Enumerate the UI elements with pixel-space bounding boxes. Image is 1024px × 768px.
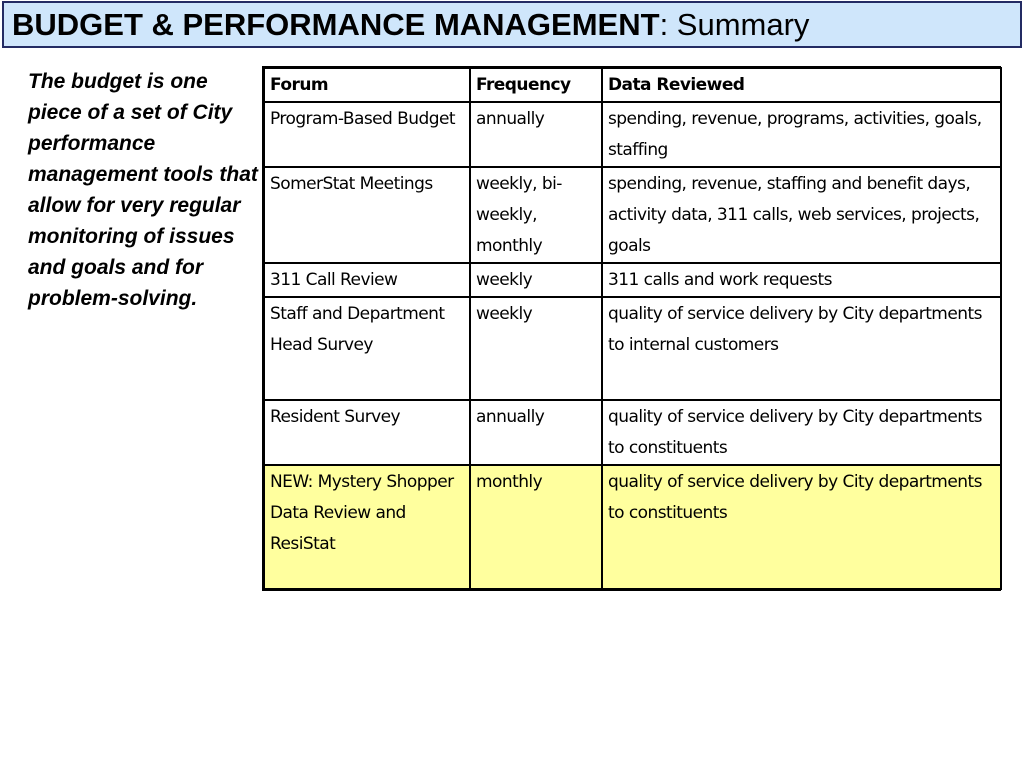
table-row-highlighted: NEW: Mystery Shopper Data Review and Res… <box>263 464 1002 590</box>
summary-table: Forum Frequency Data Reviewed Program-Ba… <box>263 67 1002 590</box>
cell-forum: SomerStat Meetings <box>263 166 471 264</box>
cell-forum: 311 Call Review <box>263 262 471 298</box>
cell-forum: Program-Based Budget <box>263 101 471 168</box>
table-header-row: Forum Frequency Data Reviewed <box>263 67 1002 103</box>
cell-frequency: annually <box>469 101 603 168</box>
cell-frequency: monthly <box>469 464 603 590</box>
table-row: Resident Survey annually quality of serv… <box>263 399 1002 466</box>
table-row: SomerStat Meetings weekly, bi-weekly, mo… <box>263 166 1002 264</box>
table-row: 311 Call Review weekly 311 calls and wor… <box>263 262 1002 298</box>
title-normal: : Summary <box>659 7 810 42</box>
cell-forum: Staff and Department Head Survey <box>263 296 471 401</box>
cell-data-reviewed: spending, revenue, programs, activities,… <box>601 101 1002 168</box>
cell-forum: Resident Survey <box>263 399 471 466</box>
header-data-reviewed: Data Reviewed <box>601 67 1002 103</box>
cell-frequency: annually <box>469 399 603 466</box>
cell-data-reviewed: quality of service delivery by City depa… <box>601 296 1002 401</box>
table-row: Program-Based Budget annually spending, … <box>263 101 1002 168</box>
cell-data-reviewed: quality of service delivery by City depa… <box>601 464 1002 590</box>
cell-data-reviewed: quality of service delivery by City depa… <box>601 399 1002 466</box>
table-row: Staff and Department Head Survey weekly … <box>263 296 1002 401</box>
cell-frequency: weekly <box>469 262 603 298</box>
cell-frequency: weekly <box>469 296 603 401</box>
header-frequency: Frequency <box>469 67 603 103</box>
side-description: The budget is one piece of a set of City… <box>28 70 258 310</box>
cell-data-reviewed: 311 calls and work requests <box>601 262 1002 298</box>
title-bold: BUDGET & PERFORMANCE MANAGEMENT <box>12 7 660 42</box>
cell-frequency: weekly, bi-weekly, monthly <box>469 166 603 264</box>
cell-forum: NEW: Mystery Shopper Data Review and Res… <box>263 464 471 590</box>
cell-data-reviewed: spending, revenue, staffing and benefit … <box>601 166 1002 264</box>
summary-table-wrapper: Forum Frequency Data Reviewed Program-Ba… <box>262 66 1002 591</box>
title-bar: BUDGET & PERFORMANCE MANAGEMENT: Summary <box>2 1 1022 48</box>
header-forum: Forum <box>263 67 471 103</box>
